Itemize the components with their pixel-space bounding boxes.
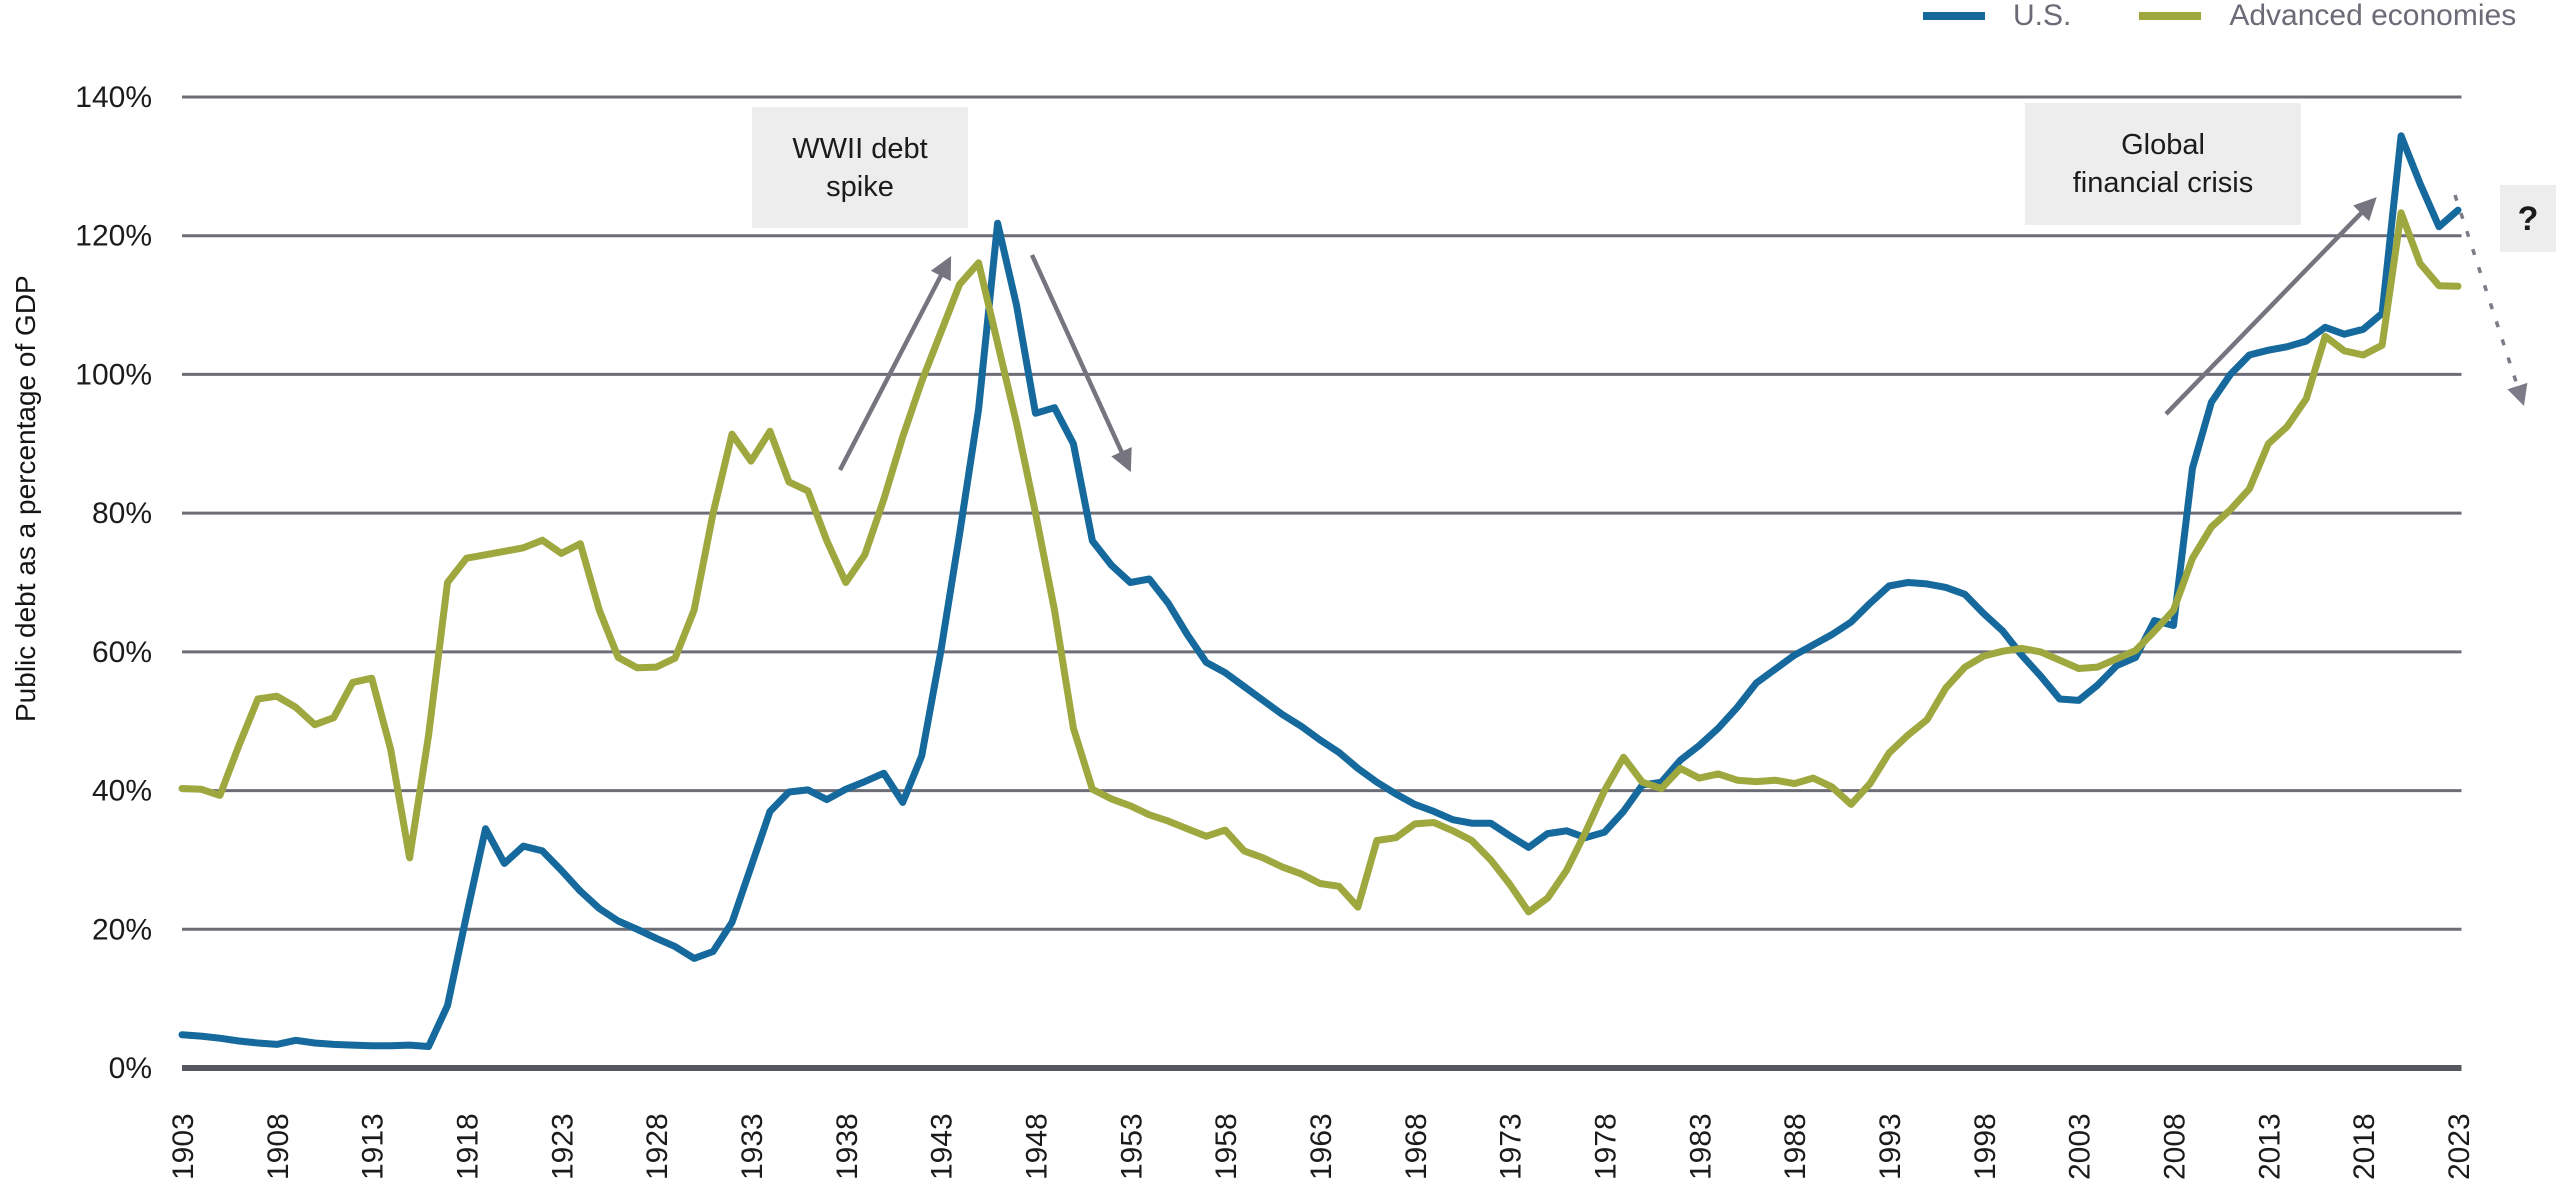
x-tick-label-1963: 1963	[1305, 1113, 1338, 1180]
y-tick-label-80: 80%	[92, 497, 152, 530]
x-tick-label-1993: 1993	[1874, 1113, 1907, 1180]
x-tick-label-1933: 1933	[736, 1113, 769, 1180]
us-line	[178, 132, 2462, 1050]
legend-label-advanced-economies: Advanced economies	[2229, 0, 2517, 32]
x-tick-label-1913: 1913	[357, 1113, 390, 1180]
annotation-wwii-debt-spike: WWII debt spike	[752, 107, 968, 228]
legend-swatch-us-icon	[1923, 12, 1985, 20]
annotation-gfc-line1: Global	[2121, 129, 2205, 161]
x-tick-label-2003: 2003	[2064, 1113, 2097, 1180]
legend-swatch-advanced-economies-icon	[2139, 12, 2202, 20]
y-tick-label-60: 60%	[92, 636, 152, 669]
y-tick-label-140: 140%	[75, 81, 152, 114]
wwii-fall-arrow	[1029, 254, 1132, 473]
annotation-wwii-line1: WWII debt	[792, 132, 928, 165]
x-tick-label-1918: 1918	[452, 1113, 485, 1180]
y-tick-label-100: 100%	[75, 358, 152, 391]
x-tick-label-1908: 1908	[262, 1113, 295, 1180]
x-tick-label-2023: 2023	[2443, 1113, 2476, 1180]
annotation-arrows	[838, 194, 2528, 473]
x-tick-label-1958: 1958	[1210, 1113, 1243, 1180]
annotation-gfc-line2: financial crisis	[2072, 167, 2254, 199]
legend: U.S. Advanced economies	[1923, 0, 2516, 33]
projection-question-badge: ?	[2500, 185, 2556, 252]
x-tick-label-1973: 1973	[1495, 1113, 1528, 1180]
y-tick-label-0: 0%	[109, 1052, 152, 1085]
x-tick-label-1928: 1928	[641, 1113, 674, 1180]
x-tick-label-1998: 1998	[1969, 1113, 2002, 1180]
annotation-global-financial-crisis: Global financial crisis	[2025, 103, 2301, 225]
x-tick-label-2018: 2018	[2348, 1113, 2381, 1180]
y-tick-label-20: 20%	[92, 913, 152, 946]
x-tick-label-2008: 2008	[2159, 1113, 2192, 1180]
x-tick-label-1978: 1978	[1590, 1113, 1623, 1180]
x-tick-label-1968: 1968	[1400, 1113, 1433, 1180]
legend-label-us: U.S.	[2013, 0, 2072, 32]
gridlines-group	[182, 95, 2462, 1071]
x-tick-label-1948: 1948	[1021, 1113, 1054, 1180]
wwii-rise-arrow	[838, 256, 952, 472]
annotation-wwii-line2: spike	[826, 170, 894, 203]
x-tick-label-1953: 1953	[1115, 1113, 1148, 1180]
y-axis-title: Public debt as a percentage of GDP	[10, 275, 41, 722]
legend-item-us: U.S.	[1923, 0, 2071, 33]
x-tick-label-1923: 1923	[546, 1113, 579, 1180]
legend-item-advanced-economies: Advanced economies	[2139, 0, 2516, 33]
y-tick-label-40: 40%	[92, 775, 152, 808]
x-tick-label-1903: 1903	[167, 1113, 200, 1180]
y-axis-labels: 0% 20% 40% 60% 80% 100% 120% 140%	[75, 81, 152, 1085]
y-tick-label-120: 120%	[75, 220, 152, 253]
gfc-rise-arrow	[2164, 197, 2377, 416]
x-axis-labels: 1903 1908 1913 1918 1923 1928 1933 1938 1943 1948…	[167, 1113, 2476, 1180]
x-tick-label-1943: 1943	[926, 1113, 959, 1180]
advanced-economies-line	[178, 209, 2462, 916]
series-group	[178, 132, 2462, 1050]
x-tick-label-1938: 1938	[831, 1113, 864, 1180]
x-tick-label-1988: 1988	[1779, 1113, 1812, 1180]
x-tick-label-2013: 2013	[2253, 1113, 2286, 1180]
x-tick-label-1983: 1983	[1684, 1113, 1717, 1180]
question-mark-text: ?	[2517, 199, 2539, 238]
